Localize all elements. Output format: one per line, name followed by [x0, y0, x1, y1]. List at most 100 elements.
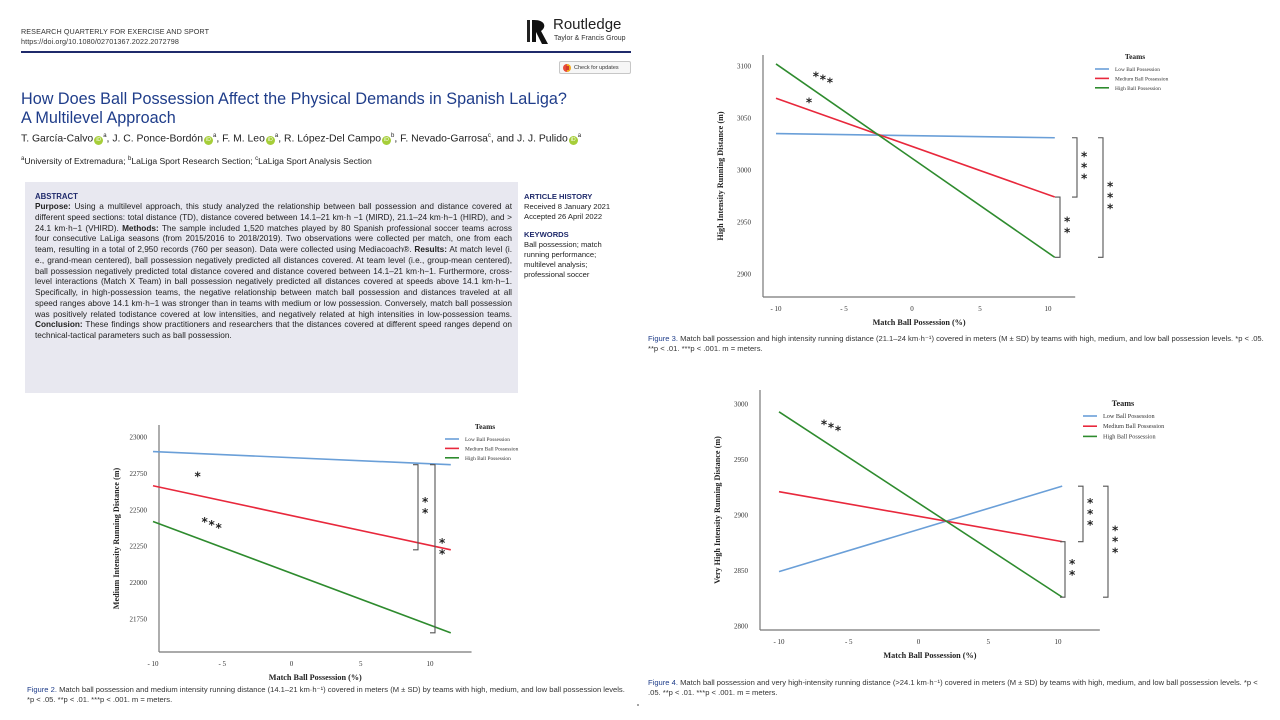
significance-bracket — [1078, 485, 1084, 543]
y-tick-label: 22000 — [130, 579, 148, 587]
figure-label: Figure 2. — [27, 685, 57, 694]
legend-label-medium: Medium Ball Possession — [1103, 423, 1164, 430]
orcid-icon[interactable]: iD — [265, 136, 275, 146]
abstract-text-segment: At match level (i. e., grand-mean center… — [35, 245, 512, 319]
affiliation-name: LaLiga Sport Research Section; — [131, 156, 256, 166]
series-line-low — [778, 485, 1063, 573]
crossmark-icon — [563, 64, 571, 72]
y-tick-label: 3050 — [737, 115, 752, 123]
bracket-star: * — [1064, 226, 1071, 240]
affiliation-marker: b — [127, 156, 132, 163]
routledge-r-icon — [527, 20, 548, 44]
legend-label-high: High Ball Possession — [1115, 86, 1161, 92]
x-tick-label: - 10 — [147, 660, 159, 668]
keywords-heading: KEYWORDS — [524, 230, 569, 239]
x-tick-label: 10 — [1055, 638, 1063, 646]
orcid-icon[interactable]: iD — [94, 136, 104, 146]
check-updates-label: Check for updates — [574, 64, 619, 71]
author-list: T. García-Calvo iDa, J. C. Ponce-Bordón iD… — [21, 133, 582, 146]
orcid-icon[interactable]: iD — [382, 136, 392, 146]
significance-star: * — [195, 470, 202, 484]
x-tick-label: - 5 — [845, 638, 853, 646]
y-tick-label: 22500 — [130, 506, 148, 514]
significance-bracket — [1072, 137, 1078, 198]
significance-bracket — [1060, 541, 1066, 598]
affiliation-marker: b — [391, 133, 395, 139]
significance-star: * — [215, 521, 222, 535]
stray-mark — [637, 704, 639, 706]
series-line-medium — [152, 484, 451, 551]
caption-text: Match ball possession and high intensity… — [648, 334, 1264, 353]
check-for-updates-button[interactable]: Check for updates — [559, 61, 631, 74]
x-axis-title: Match Ball Possession (%) — [269, 673, 362, 682]
abstract-text-segment: Using a multilevel approach, this study … — [35, 202, 512, 233]
affiliation-name: LaLiga Sport Analysis Section — [258, 156, 372, 166]
publisher-group: Taylor & Francis Group — [554, 35, 626, 42]
y-tick-label: 2850 — [734, 567, 749, 575]
author-name[interactable]: R. López-Del Campo — [283, 133, 382, 145]
significance-star: * — [827, 76, 834, 90]
caption-text: Match ball possession and medium intensi… — [27, 685, 625, 704]
x-tick-label: 0 — [910, 305, 914, 313]
bracket-star: * — [1081, 160, 1088, 174]
doi-link[interactable]: https://doi.org/10.1080/02701367.2022.20… — [21, 37, 179, 46]
series-line-high — [778, 411, 1063, 598]
y-tick-label: 2950 — [737, 219, 752, 227]
bracket-star: * — [1069, 568, 1076, 582]
orcid-icon[interactable]: iD — [204, 136, 213, 146]
article-sidebar: ARTICLE HISTORY Received 8 January 2021 … — [524, 192, 639, 280]
y-axis-title: Very High Intensity Running Distance (m) — [713, 436, 722, 584]
orcid-icon[interactable]: iD — [568, 136, 578, 146]
series-line-high — [152, 520, 452, 634]
figure-2-caption: Figure 2. Match ball possession and medi… — [27, 685, 627, 705]
y-tick-label: 3000 — [734, 401, 749, 409]
publisher-logo: Routledge Taylor & Francis Group — [527, 16, 637, 50]
author-name[interactable]: J. C. Ponce-Bordón — [112, 133, 203, 145]
author-name[interactable]: T. García-Calvo — [21, 133, 94, 145]
abstract-section-label: Methods: — [122, 223, 159, 233]
figure-label: Figure 3. — [648, 334, 678, 343]
bracket-star: * — [1107, 202, 1114, 216]
bracket-star: * — [1087, 507, 1094, 521]
y-tick-label: 23000 — [130, 434, 148, 442]
figure-3-caption: Figure 3. Match ball possession and high… — [648, 334, 1268, 354]
affiliation-marker: a — [577, 133, 582, 139]
significance-star: * — [835, 423, 842, 437]
y-tick-label: 21750 — [130, 616, 148, 624]
significance-star: * — [201, 515, 208, 529]
x-tick-label: 10 — [1045, 305, 1053, 313]
accepted-date: Accepted 26 April 2022 — [524, 212, 603, 221]
x-tick-label: 5 — [359, 660, 363, 668]
article-title: How Does Ball Possession Affect the Phys… — [21, 90, 641, 128]
significance-star: * — [828, 420, 835, 434]
y-tick-label: 3000 — [737, 167, 752, 175]
legend-label-low: Low Ball Possession — [465, 437, 510, 443]
author-name[interactable]: F. M. Leo — [222, 133, 265, 145]
y-tick-label: 2800 — [734, 623, 749, 631]
y-tick-label: 2900 — [737, 271, 752, 279]
bracket-star: * — [1107, 191, 1114, 205]
significance-star: * — [821, 417, 828, 431]
bracket-star: * — [1112, 535, 1119, 549]
author-name[interactable]: J. J. Pulido — [516, 133, 568, 145]
x-tick-label: - 5 — [218, 660, 226, 668]
x-tick-label: 10 — [427, 660, 435, 668]
legend-label-high: High Ball Possession — [465, 456, 511, 462]
bracket-star: * — [1107, 180, 1114, 194]
journal-header: RESEARCH QUARTERLY FOR EXERCISE AND SPOR… — [21, 27, 209, 47]
bracket-star: * — [1087, 518, 1094, 532]
received-date: Received 8 January 2021 — [524, 202, 611, 211]
x-tick-label: - 10 — [773, 638, 785, 646]
y-axis-title: High Intensity Running Distance (m) — [716, 111, 725, 240]
bracket-star: * — [1112, 524, 1119, 538]
legend-title: Teams — [1125, 52, 1145, 61]
series-line-medium — [775, 97, 1056, 198]
publisher-name: Routledge — [553, 16, 622, 33]
affiliation-marker: a — [274, 133, 279, 139]
figure-label: Figure 4. — [648, 678, 678, 687]
abstract-body: Purpose: Using a multilevel approach, th… — [35, 202, 512, 342]
significance-star: * — [806, 96, 813, 110]
author-name[interactable]: F. Nevado-Garrosa — [400, 133, 488, 145]
abstract-text-segment: The sample included 1,520 matches played… — [35, 223, 512, 255]
significance-bracket — [430, 464, 436, 634]
